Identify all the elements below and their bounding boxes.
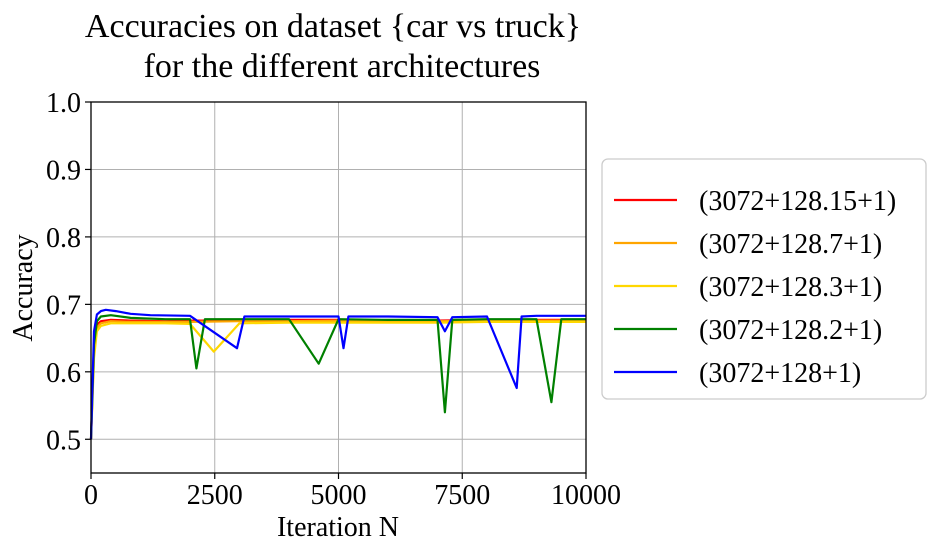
x-tick-label: 5000 (311, 480, 367, 511)
y-tick-label: 0.6 (46, 358, 81, 389)
y-tick-label: 0.7 (46, 290, 81, 321)
chart-title-line-1: Accuracies on dataset {car vs truck} (85, 8, 581, 45)
y-axis-label: Accuracy (8, 234, 39, 341)
series-line-5 (89, 308, 586, 440)
y-tick-label: 0.5 (46, 425, 81, 456)
series-layer (89, 308, 586, 440)
legend-box (601, 158, 927, 400)
legend-label-5: (3072+128+1) (699, 358, 861, 389)
x-axis-label: Iteration N (277, 512, 399, 543)
y-tick-label: 1.0 (46, 88, 81, 119)
y-tick-label: 0.9 (46, 155, 81, 186)
legend-label-3: (3072+128.3+1) (699, 272, 882, 303)
series-line-2 (89, 319, 586, 440)
ticks: 0 2500 5000 7500 10000 0.5 0.6 0.7 0.8 0.9 1.0 (46, 88, 621, 511)
x-tick-label: 7500 (434, 480, 490, 511)
grid-lines (90, 101, 587, 473)
legend-label-2: (3072+128.7+1) (699, 229, 882, 260)
legend: (3072+128.15+1) (3072+128.7+1) (3072+128.3… (601, 158, 927, 400)
legend-label-1: (3072+128.15+1) (699, 186, 896, 217)
y-tick-label: 0.8 (46, 223, 81, 254)
chart-title-line-2: for the different architectures (144, 48, 541, 85)
series-line-4 (89, 314, 586, 440)
series-line-3 (89, 320, 586, 440)
x-tick-label: 0 (84, 480, 98, 511)
x-tick-label: 2500 (187, 480, 243, 511)
x-tick-label: 10000 (551, 480, 621, 511)
legend-label-4: (3072+128.2+1) (699, 315, 882, 346)
